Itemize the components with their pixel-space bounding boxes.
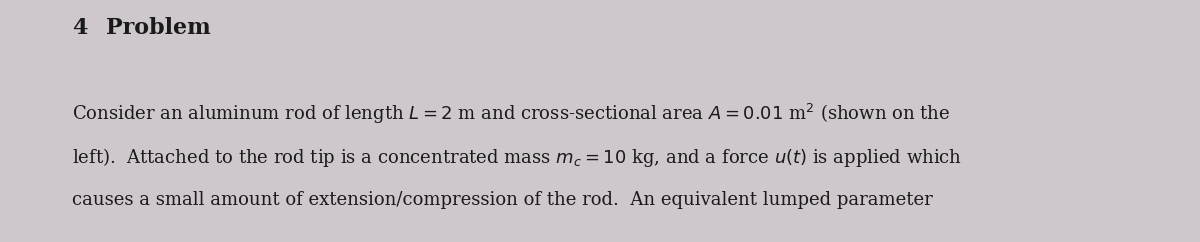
Text: causes a small amount of extension/compression of the rod.  An equivalent lumped: causes a small amount of extension/compr… bbox=[72, 191, 932, 209]
Text: left).  Attached to the rod tip is a concentrated mass $m_c = 10$ kg, and a forc: left). Attached to the rod tip is a conc… bbox=[72, 146, 962, 169]
Text: Problem: Problem bbox=[106, 17, 210, 39]
Text: 4: 4 bbox=[72, 17, 88, 39]
Text: Consider an aluminum rod of length $L = 2$ m and cross-sectional area $A = 0.01$: Consider an aluminum rod of length $L = … bbox=[72, 102, 950, 126]
